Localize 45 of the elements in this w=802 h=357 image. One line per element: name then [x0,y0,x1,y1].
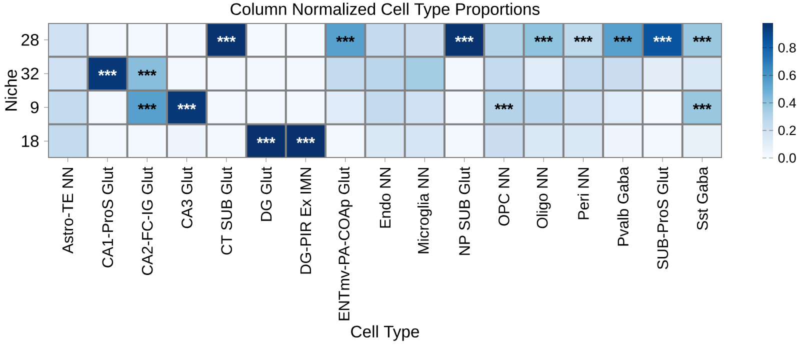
y-axis-title: Niche [4,70,17,110]
data-label: *** [138,104,156,110]
color-bar-label: 0.4 [778,98,796,108]
data-label: *** [494,104,514,110]
x-tick-label: DG Glut [260,166,272,221]
x-tick-label: SUB-ProS Glut [656,166,668,270]
color-bar-label: 0.6 [778,70,796,80]
x-tick-label: Sst Gaba [696,166,708,230]
x-tick-label: Microglia NN [418,168,432,254]
x-tick-label: Astro-TE NN [62,168,74,254]
data-label: *** [692,36,712,42]
y-tick-label: 32 [21,68,38,80]
data-label: *** [692,104,712,110]
data-label: *** [534,36,553,42]
x-tick-label: Peri NN [578,168,589,220]
data-label: *** [217,36,236,42]
x-tick-label: CT SUB Glut [220,166,232,255]
data-label: *** [455,36,474,42]
data-label: *** [98,70,117,76]
color-bar-label: 0.0 [778,153,796,163]
x-tick-label: Endo NN [379,168,391,228]
x-axis-title: Cell Type [351,325,419,341]
data-label: *** [336,36,355,42]
data-label: *** [256,137,276,144]
x-tick-label: Oligo NN [536,168,551,228]
y-tick-label: 9 [30,101,39,114]
data-label: *** [138,70,156,76]
x-tick-label: CA3 Glut [181,166,192,228]
x-tick-label: Pvalb Gaba [617,166,629,246]
y-tick-label: 18 [22,135,39,148]
data-label: *** [574,36,593,42]
data-label: *** [177,104,196,110]
x-tick-label: NP SUB Glut [458,166,470,255]
x-tick-label: OPC NN [498,168,510,226]
data-label: *** [653,36,672,42]
data-label: *** [614,36,632,42]
x-tick-label: CA1-ProS Glut [102,166,114,268]
y-tick-label: 28 [22,34,39,46]
color-bar-label: 0.8 [778,43,796,53]
data-label: *** [296,137,316,144]
x-tick-label: DG-PIR Ex IMN [300,168,312,274]
x-tick-label: CA2-FC-IG Glut [142,166,153,275]
color-bar-label: 0.2 [778,126,796,136]
x-tick-label: ENTmv-PA-COAp Glut [338,166,352,320]
chart-title: Column Normalized Cell Type Proportions [230,2,540,18]
